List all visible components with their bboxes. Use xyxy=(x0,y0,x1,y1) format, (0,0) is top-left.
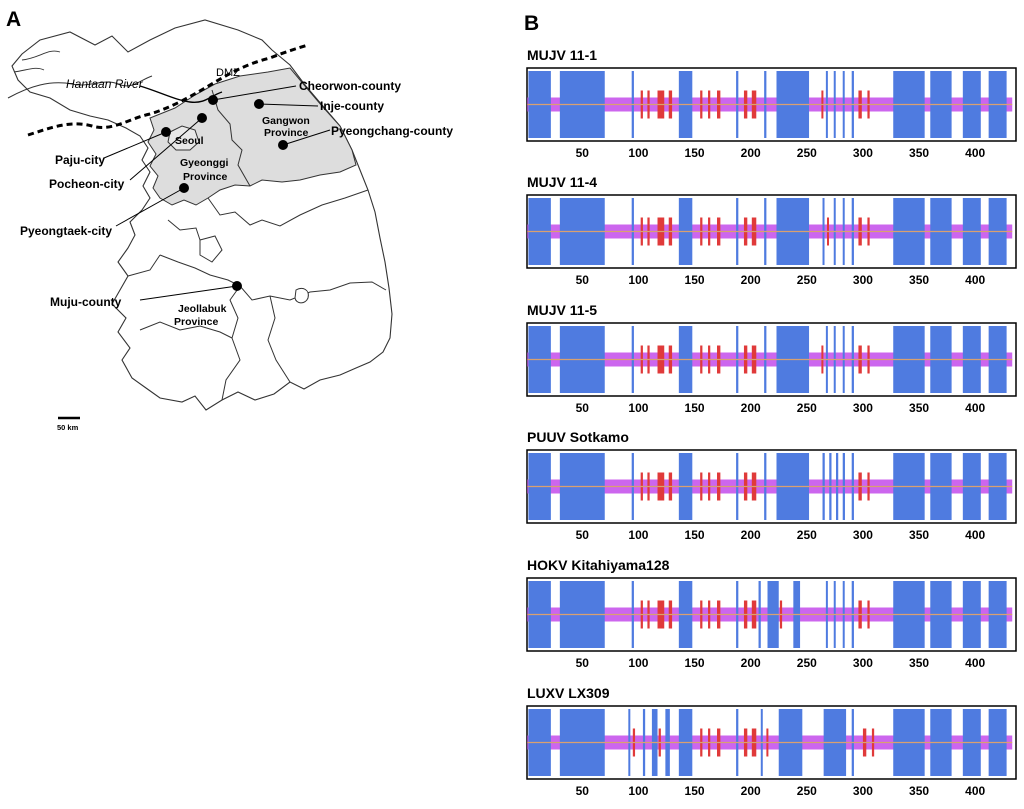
track-1: MUJV 11-1 50 100 150 200 250 300 350 400 xyxy=(526,47,1017,160)
x-tick-label: 250 xyxy=(797,401,817,415)
west-coast-islands xyxy=(13,50,61,73)
x-tick-label: 50 xyxy=(576,273,590,287)
seoul-boundary xyxy=(167,125,200,151)
x-tick-label: 300 xyxy=(853,528,873,542)
x-tick-label: 200 xyxy=(741,401,761,415)
gyeonggi-boundary xyxy=(211,89,251,187)
x-tick-label: 250 xyxy=(797,528,817,542)
x-tick-label: 250 xyxy=(797,784,817,798)
x-tick-label: 300 xyxy=(853,401,873,415)
seoul-label: Seoul xyxy=(175,135,204,147)
leader-pocheon xyxy=(129,117,203,181)
x-tick-label: 150 xyxy=(685,146,705,160)
x-tick-label: 100 xyxy=(628,273,648,287)
x-tick-label: 50 xyxy=(576,146,590,160)
x-tick-label: 50 xyxy=(576,528,590,542)
track-2: MUJV 11-4 50 100 150 200 250 300 350 400 xyxy=(526,174,1017,287)
x-tick-label: 200 xyxy=(741,656,761,670)
x-tick-label: 150 xyxy=(685,784,705,798)
x-tick-label: 150 xyxy=(685,401,705,415)
x-tick-label: 150 xyxy=(685,528,705,542)
panel-b-letter: B xyxy=(524,12,539,35)
track-title: PUUV Sotkamo xyxy=(527,429,629,445)
x-tick-label: 200 xyxy=(741,528,761,542)
track-4: PUUV Sotkamo 50 100 150 200 250 300 350 400 xyxy=(526,429,1017,542)
leader-pyeongchang xyxy=(282,129,331,146)
x-tick-label: 400 xyxy=(965,656,985,670)
x-tick-label: 50 xyxy=(576,784,590,798)
track-title: LUXV LX309 xyxy=(527,685,610,701)
x-tick-label: 250 xyxy=(797,656,817,670)
x-tick-label: 350 xyxy=(909,146,929,160)
site-label-inje: Inje-county xyxy=(320,99,384,113)
track-title: MUJV 11-5 xyxy=(527,302,597,318)
dmz-line xyxy=(27,43,309,137)
x-tick-label: 200 xyxy=(741,273,761,287)
dmz-label: DMZ xyxy=(216,67,240,79)
track-6: LUXV LX309 50 100 150 200 250 300 350 400 xyxy=(526,685,1017,798)
x-tick-label: 400 xyxy=(965,146,985,160)
site-label-pocheon: Pocheon-city xyxy=(49,177,125,191)
x-tick-label: 350 xyxy=(909,273,929,287)
x-tick-label: 150 xyxy=(685,656,705,670)
x-tick-label: 100 xyxy=(628,146,648,160)
track-3: MUJV 11-5 50 100 150 200 250 300 350 400 xyxy=(526,302,1017,415)
x-tick-label: 200 xyxy=(741,784,761,798)
track-title: MUJV 11-1 xyxy=(527,47,597,63)
gyeonggi-label: Gyeonggi Province xyxy=(180,157,231,183)
x-tick-label: 200 xyxy=(741,146,761,160)
leader-cheorwon xyxy=(212,85,297,101)
x-tick-label: 250 xyxy=(797,273,817,287)
x-tick-label: 400 xyxy=(965,401,985,415)
x-tick-label: 100 xyxy=(628,656,648,670)
x-tick-label: 350 xyxy=(909,401,929,415)
site-label-pyeongchang: Pyeongchang-county xyxy=(331,124,453,138)
river-label: Hantaan River xyxy=(66,77,144,91)
track-title: HOKV Kitahiyama128 xyxy=(527,557,670,573)
leader-pyeongtaek xyxy=(115,187,185,227)
site-label-pyeongtaek: Pyeongtaek-city xyxy=(20,224,112,238)
leader-inje xyxy=(258,103,319,107)
x-tick-label: 350 xyxy=(909,656,929,670)
x-tick-label: 100 xyxy=(628,784,648,798)
x-tick-label: 300 xyxy=(853,273,873,287)
province-boundaries xyxy=(127,189,387,401)
x-tick-label: 400 xyxy=(965,273,985,287)
x-tick-label: 350 xyxy=(909,528,929,542)
x-tick-label: 150 xyxy=(685,273,705,287)
x-tick-label: 100 xyxy=(628,528,648,542)
x-tick-label: 400 xyxy=(965,784,985,798)
leader-muju xyxy=(139,285,238,301)
track-title: MUJV 11-4 xyxy=(527,174,597,190)
site-label-muju: Muju-county xyxy=(50,295,122,309)
panel-a-map: A Hantaan River DMZ Gangwon Province Gye… xyxy=(6,8,453,432)
x-tick-label: 100 xyxy=(628,401,648,415)
x-tick-label: 50 xyxy=(576,656,590,670)
site-label-cheorwon: Cheorwon-county xyxy=(299,79,401,93)
jeollabuk-label: Jeollabuk Province xyxy=(174,303,229,328)
site-markers xyxy=(103,85,331,301)
x-tick-label: 400 xyxy=(965,528,985,542)
x-tick-label: 300 xyxy=(853,656,873,670)
track-5: HOKV Kitahiyama128 50 100 150 200 250 300 350 40… xyxy=(526,557,1017,670)
leader-paju xyxy=(103,131,167,159)
x-tick-label: 300 xyxy=(853,784,873,798)
x-tick-label: 300 xyxy=(853,146,873,160)
north-coast xyxy=(7,75,153,99)
x-tick-label: 250 xyxy=(797,146,817,160)
x-tick-label: 50 xyxy=(576,401,590,415)
x-tick-label: 350 xyxy=(909,784,929,798)
island xyxy=(294,287,309,304)
panel-a-letter: A xyxy=(6,8,21,31)
gangwon-label: Gangwon Province xyxy=(262,115,313,139)
site-label-paju: Paju-city xyxy=(55,153,105,167)
scale-label: 50 km xyxy=(57,423,79,432)
